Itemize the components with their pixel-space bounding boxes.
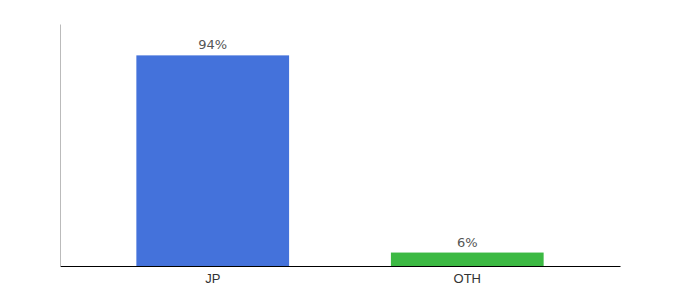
bar	[136, 55, 289, 266]
data-label: 94%	[198, 37, 227, 52]
x-tick-label: JP	[205, 271, 220, 286]
bars	[136, 55, 543, 266]
x-axis-line	[61, 266, 621, 267]
x-tick: JP	[205, 266, 220, 286]
plot: JP OTH 94% 6%	[61, 25, 621, 287]
x-tick: OTH	[454, 266, 481, 286]
y-axis-line	[60, 25, 61, 267]
chart: JP OTH 94% 6%	[0, 0, 680, 300]
y-axis	[60, 25, 61, 267]
data-label: 6%	[457, 235, 478, 250]
x-tick-label: OTH	[454, 271, 481, 286]
data-labels: 94% 6%	[198, 37, 477, 249]
x-axis: JP OTH	[61, 266, 621, 286]
bar	[391, 253, 544, 266]
